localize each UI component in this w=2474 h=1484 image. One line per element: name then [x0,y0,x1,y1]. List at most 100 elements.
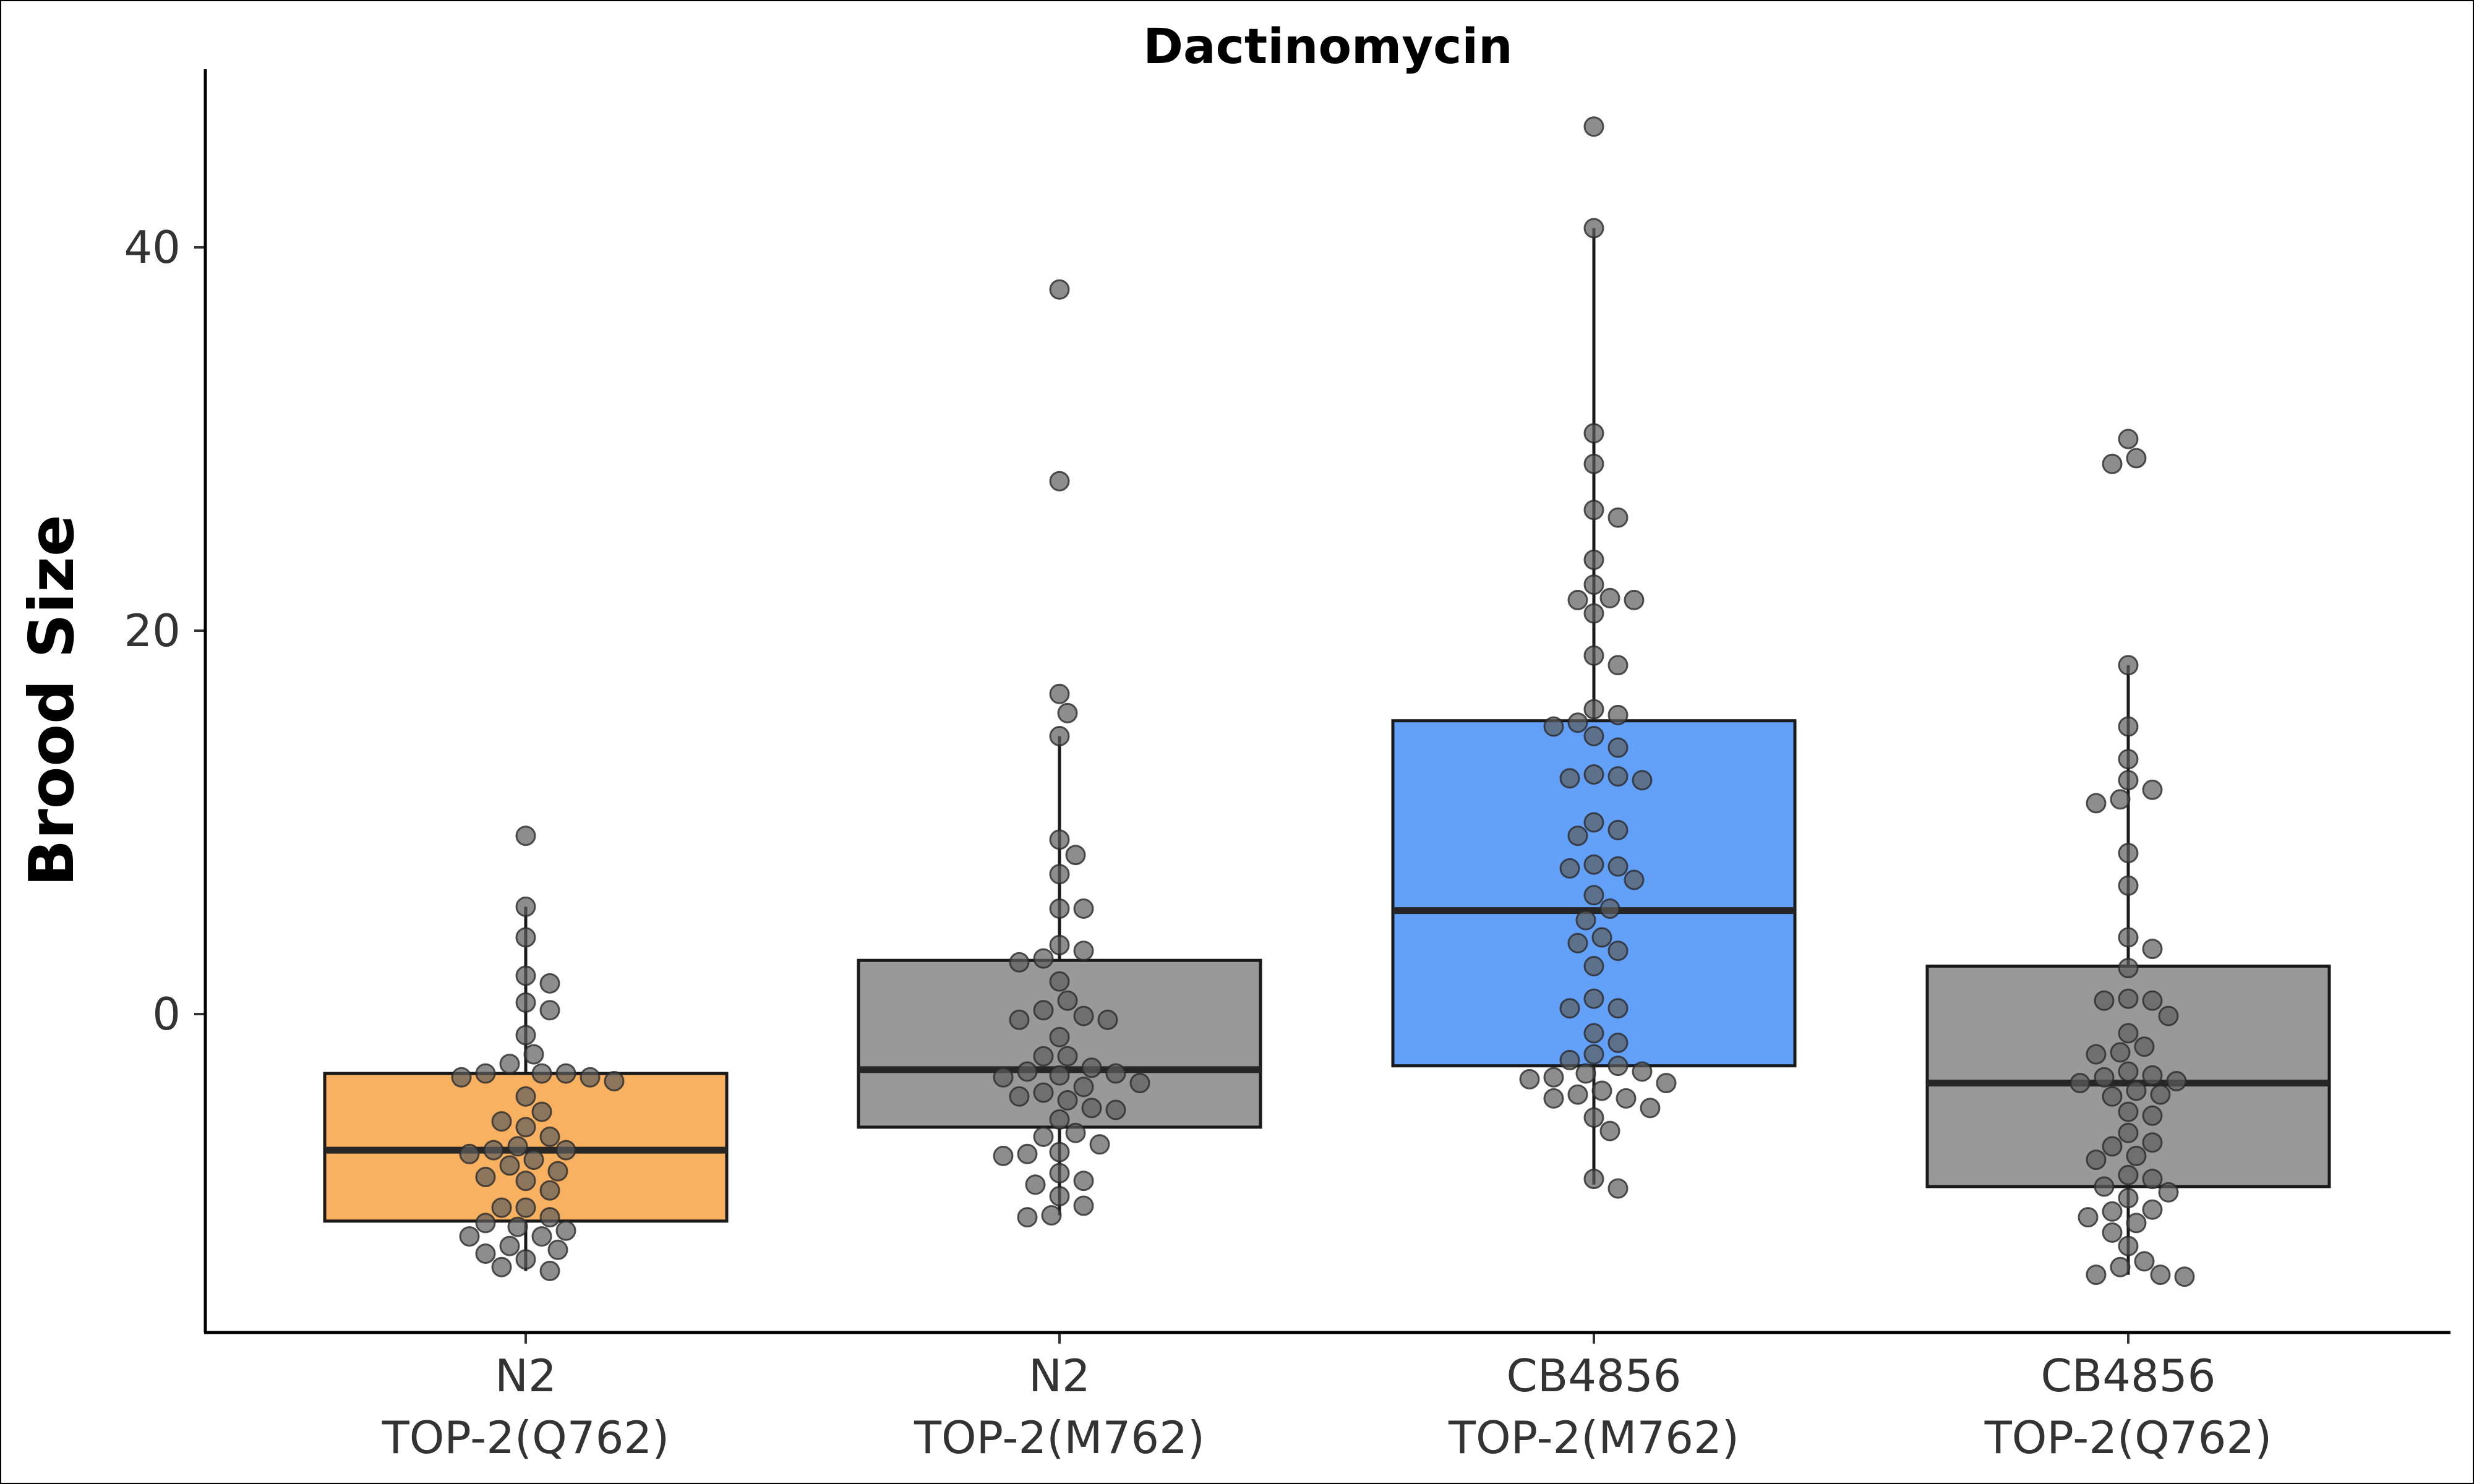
data-point [2150,1084,2171,1105]
x-tick-label-line1: CB4856 [1507,1350,1682,1402]
data-point [515,1025,536,1046]
data-point [1591,927,1612,948]
data-point [2142,1132,2163,1153]
data-point [1081,1057,1102,1078]
data-point [1583,116,1604,137]
data-point [2086,1149,2107,1171]
data-point [2102,1201,2123,1222]
data-point [1065,1122,1086,1143]
data-point [2102,1086,2123,1107]
data-point [1599,1120,1620,1141]
x-tick-label-line2: TOP-2(Q762) [382,1412,670,1464]
data-point [1017,1061,1038,1082]
data-point [499,1155,520,1176]
data-point [1640,1098,1661,1119]
data-point [1567,712,1588,733]
data-point [580,1067,601,1088]
data-point [1009,952,1030,973]
x-tick-label-line2: TOP-2(Q762) [1984,1412,2272,1464]
points-group-3 [1519,116,1677,1199]
data-point [1033,948,1054,969]
data-point [499,1054,520,1075]
data-point [2118,770,2139,791]
data-point [1583,956,1604,976]
y-tick-label: 20 [124,605,181,657]
data-point [1583,423,1604,444]
data-point [515,927,536,948]
data-point [499,1235,520,1256]
data-point [2118,1188,2139,1209]
data-point [1632,770,1653,791]
data-point [1033,1126,1054,1147]
data-point [1049,471,1070,492]
data-point [993,1145,1014,1166]
data-point [1583,574,1604,595]
data-point [1583,885,1604,906]
data-point [1567,589,1588,610]
data-point [459,1226,480,1247]
data-point [2118,1061,2139,1082]
data-point [1129,1073,1150,1094]
data-point [531,1101,552,1122]
data-point [1583,988,1604,1009]
data-point [1009,1009,1030,1030]
data-point [515,825,536,846]
data-point [1105,1099,1126,1120]
data-point [515,1171,536,1192]
data-point [1543,716,1564,737]
data-point [523,1044,544,1065]
data-point [1017,1143,1038,1164]
x-tick-label: N2 TOP-2(M762) [914,1350,1205,1464]
data-point [2158,1182,2179,1203]
data-point [1583,1044,1604,1065]
data-point [539,1180,560,1201]
data-point [1607,737,1629,758]
y-tick-label: 40 [124,221,181,273]
data-point [1097,1009,1118,1030]
data-point [515,992,536,1013]
data-point [1583,453,1604,474]
data-point [2110,789,2131,810]
data-point [2134,1251,2155,1272]
y-axis-ticks: 0 20 40 [124,221,205,1040]
data-point [547,1239,568,1260]
data-point [1559,1049,1580,1070]
data-point [1607,998,1629,1019]
data-point [1632,1061,1653,1082]
data-point [1049,971,1070,992]
data-point [451,1067,472,1088]
data-point [1607,655,1629,676]
data-point [1543,1067,1564,1088]
data-point [2110,1042,2131,1063]
data-point [2126,1080,2147,1101]
data-point [1599,587,1620,608]
data-point [491,1256,512,1277]
data-point [515,965,536,986]
data-point [1583,854,1604,875]
data-point [515,1086,536,1107]
data-point [1583,812,1604,833]
data-point [1567,825,1588,846]
data-point [1583,699,1604,720]
data-point [515,1117,536,1138]
data-point [2086,1044,2107,1065]
data-point [1009,1086,1030,1107]
data-point [475,1213,496,1234]
data-point [1583,645,1604,666]
data-point [1607,940,1629,962]
data-point [1583,500,1604,521]
data-point [507,1216,528,1237]
data-point [2102,453,2123,474]
data-point [1065,845,1086,866]
data-point [539,1126,560,1147]
data-point [1583,549,1604,570]
data-point [1583,603,1604,624]
data-point [1624,869,1645,890]
data-point [475,1063,496,1084]
data-point [515,896,536,917]
data-point [2070,1073,2091,1094]
x-tick-label-line1: CB4856 [2041,1350,2216,1402]
data-point [2118,749,2139,770]
data-point [2166,1071,2187,1091]
